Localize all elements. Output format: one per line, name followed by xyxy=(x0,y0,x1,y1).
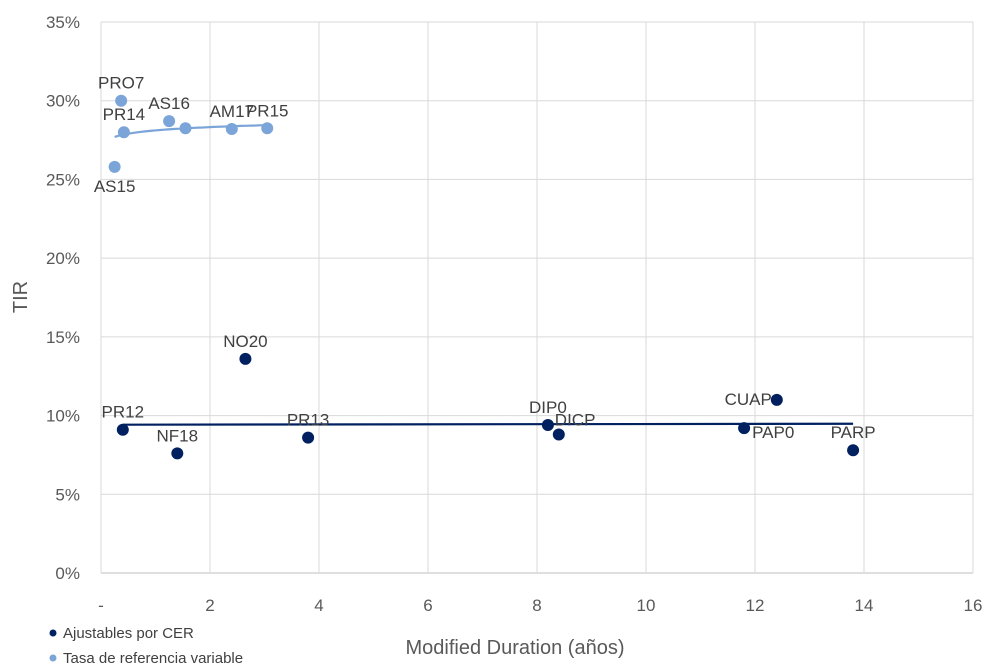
y-tick-label: 0% xyxy=(55,564,80,583)
y-axis-title: TIR xyxy=(10,281,32,313)
y-tick-label: 25% xyxy=(46,170,80,189)
trendlines xyxy=(114,124,854,426)
data-point-label: NO20 xyxy=(223,332,267,351)
data-point-label: CUAP xyxy=(725,390,772,409)
y-tick-label: 30% xyxy=(46,92,80,111)
x-tick-label: 12 xyxy=(746,596,765,615)
data-point xyxy=(117,126,130,139)
data-point xyxy=(171,447,184,460)
legend: Ajustables por CER Tasa de referencia va… xyxy=(49,625,243,667)
x-tick-label: 10 xyxy=(637,596,656,615)
data-point xyxy=(847,444,860,457)
data-point-label: PRO7 xyxy=(98,74,144,93)
data-point xyxy=(302,431,315,444)
trendline-linear xyxy=(122,422,854,426)
data-point xyxy=(163,115,176,128)
data-point-label: DICP xyxy=(555,410,596,429)
y-axis-ticks: 0% 5% 10% 15% 20% 25% 30% 35% xyxy=(46,13,80,583)
legend-label-ajustables: Ajustables por CER xyxy=(63,625,194,642)
data-point xyxy=(179,122,192,135)
y-tick-label: 15% xyxy=(46,328,80,347)
x-tick-label: 8 xyxy=(532,596,541,615)
legend-marker-tasa-variable xyxy=(49,654,57,662)
data-point-label: PARP xyxy=(831,423,876,442)
data-point-label: DIP0 xyxy=(529,398,567,417)
data-point xyxy=(116,423,129,436)
x-axis-ticks: - 2 4 6 8 10 12 14 16 xyxy=(98,596,982,615)
data-point-label: AM17 xyxy=(210,102,254,121)
data-point-label: AS16 xyxy=(148,94,190,113)
y-tick-label: 35% xyxy=(46,13,80,32)
data-point-label: PR15 xyxy=(246,101,289,120)
data-point-label: PR13 xyxy=(287,411,330,430)
data-point-label: PR12 xyxy=(102,403,145,422)
data-point xyxy=(261,122,274,135)
legend-marker-ajustables xyxy=(49,629,57,637)
x-tick-label: 14 xyxy=(855,596,874,615)
data-point xyxy=(108,160,121,173)
data-point xyxy=(115,94,128,107)
data-point-label: AS15 xyxy=(94,177,136,196)
x-tick-label: 16 xyxy=(964,596,983,615)
grid xyxy=(100,21,974,574)
data-point-label: PAP0 xyxy=(752,423,794,442)
legend-label-tasa-variable: Tasa de referencia variable xyxy=(63,650,243,667)
y-tick-label: 10% xyxy=(46,407,80,426)
x-tick-label: 4 xyxy=(314,596,323,615)
data-point-label: PR14 xyxy=(103,105,146,124)
data-point xyxy=(225,123,238,136)
data-point xyxy=(770,393,783,406)
x-axis-title: Modified Duration (años) xyxy=(406,637,625,659)
x-tick-label: 6 xyxy=(423,596,432,615)
data-points xyxy=(108,94,860,460)
x-tick-label: - xyxy=(98,596,104,615)
x-tick-label: 2 xyxy=(205,596,214,615)
data-point xyxy=(552,428,565,441)
data-point xyxy=(738,422,751,435)
y-tick-label: 5% xyxy=(55,485,80,504)
data-point-label: NF18 xyxy=(157,426,199,445)
y-tick-label: 20% xyxy=(46,249,80,268)
data-point xyxy=(239,352,252,365)
data-point xyxy=(541,419,554,432)
